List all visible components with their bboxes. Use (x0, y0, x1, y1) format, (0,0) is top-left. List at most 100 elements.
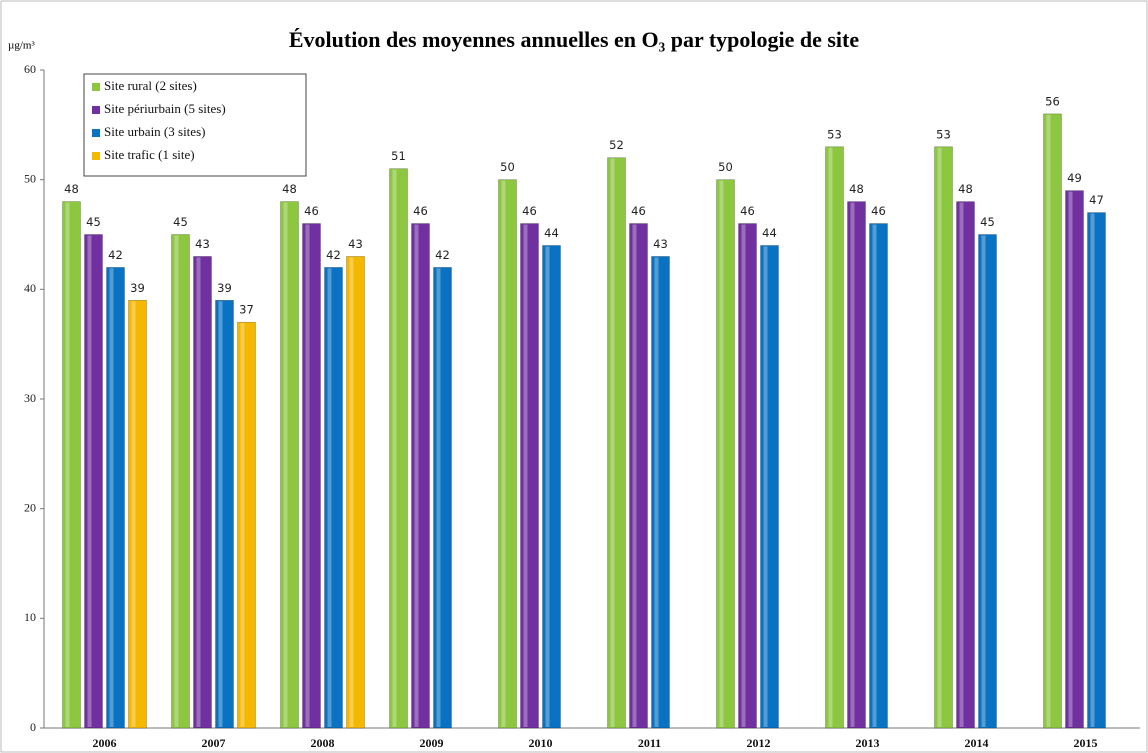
bar-highlight (501, 180, 506, 727)
value-label: 42 (435, 248, 450, 262)
bar (302, 223, 321, 729)
y-tick-label: 10 (24, 610, 36, 624)
bar (62, 201, 81, 729)
bar (411, 223, 430, 729)
bar-highlight (763, 246, 768, 727)
value-label: 46 (631, 204, 646, 218)
legend (83, 73, 307, 177)
bar-highlight (1046, 114, 1051, 727)
value-label: 56 (1045, 94, 1060, 108)
x-tick-label: 2011 (638, 736, 661, 750)
bar-highlight (240, 323, 245, 727)
value-label: 42 (326, 248, 341, 262)
value-label: 39 (130, 281, 145, 295)
bar (738, 223, 757, 729)
bar-highlight (654, 257, 659, 727)
bar-highlight (349, 257, 354, 727)
legend-label: Site urbain (3 sites) (104, 124, 205, 139)
y-tick-label: 60 (24, 62, 36, 76)
bar-highlight (109, 268, 114, 727)
y-tick-label: 0 (30, 720, 36, 734)
bar (1043, 113, 1062, 729)
bar-highlight (981, 235, 986, 727)
legend-label: Site rural (2 sites) (104, 78, 197, 93)
bar (389, 168, 408, 729)
bar-highlight (741, 224, 746, 728)
value-label: 45 (86, 215, 101, 229)
bar (215, 299, 234, 729)
bar (847, 201, 866, 729)
value-label: 42 (108, 248, 123, 262)
bar (84, 234, 103, 729)
value-label: 46 (740, 204, 755, 218)
bar-highlight (523, 224, 528, 728)
bar (629, 223, 648, 729)
y-tick-label: 40 (24, 281, 36, 295)
bar (1065, 190, 1084, 729)
y-axis-label: µg/m³ (8, 40, 35, 52)
bar-highlight (828, 147, 833, 727)
x-tick-label: 2012 (747, 736, 771, 750)
value-label: 45 (173, 215, 188, 229)
bar (520, 223, 539, 729)
bar (607, 157, 626, 729)
bar-highlight (436, 268, 441, 727)
bar (498, 179, 517, 729)
x-tick-label: 2006 (93, 736, 117, 750)
x-tick-label: 2010 (529, 736, 553, 750)
value-label: 47 (1089, 193, 1104, 207)
x-tick-label: 2013 (856, 736, 880, 750)
bar (433, 267, 452, 729)
bar-highlight (305, 224, 310, 728)
bar (106, 267, 125, 729)
bar (280, 201, 299, 729)
bar-highlight (937, 147, 942, 727)
bar (956, 201, 975, 729)
bar (716, 179, 735, 729)
y-tick-label: 30 (24, 391, 36, 405)
value-label: 50 (718, 160, 733, 174)
value-label: 53 (827, 127, 842, 141)
legend-swatch (92, 106, 100, 114)
x-tick-label: 2008 (311, 736, 335, 750)
value-label: 51 (391, 149, 406, 163)
bar-highlight (174, 235, 179, 727)
bar (825, 146, 844, 729)
legend-label: Site périurbain (5 sites) (104, 101, 226, 116)
bar (324, 267, 343, 729)
bar-highlight (327, 268, 332, 727)
value-label: 43 (348, 237, 363, 251)
bar-highlight (1068, 191, 1073, 728)
value-label: 45 (980, 215, 995, 229)
value-label: 39 (217, 281, 232, 295)
bar (237, 321, 256, 729)
bar-highlight (414, 224, 419, 728)
bar-highlight (719, 180, 724, 727)
value-label: 44 (762, 226, 777, 240)
bar (193, 256, 212, 729)
bar (128, 299, 147, 729)
x-tick-label: 2009 (420, 736, 444, 750)
bar-highlight (196, 257, 201, 727)
legend-swatch (92, 129, 100, 137)
bar-highlight (392, 169, 397, 727)
value-label: 48 (282, 182, 297, 196)
bar (978, 234, 997, 729)
bar (760, 245, 779, 729)
bar-highlight (87, 235, 92, 727)
bar-highlight (65, 202, 70, 728)
bar-highlight (850, 202, 855, 728)
bar-highlight (632, 224, 637, 728)
bar-highlight (872, 224, 877, 728)
value-label: 50 (500, 160, 515, 174)
value-label: 43 (653, 237, 668, 251)
x-tick-label: 2015 (1074, 736, 1098, 750)
x-tick-label: 2007 (202, 736, 226, 750)
y-tick-label: 20 (24, 500, 36, 514)
bar (934, 146, 953, 729)
legend-label: Site trafic (1 site) (104, 147, 195, 162)
bar (171, 234, 190, 729)
value-label: 53 (936, 127, 951, 141)
legend-swatch (92, 152, 100, 160)
